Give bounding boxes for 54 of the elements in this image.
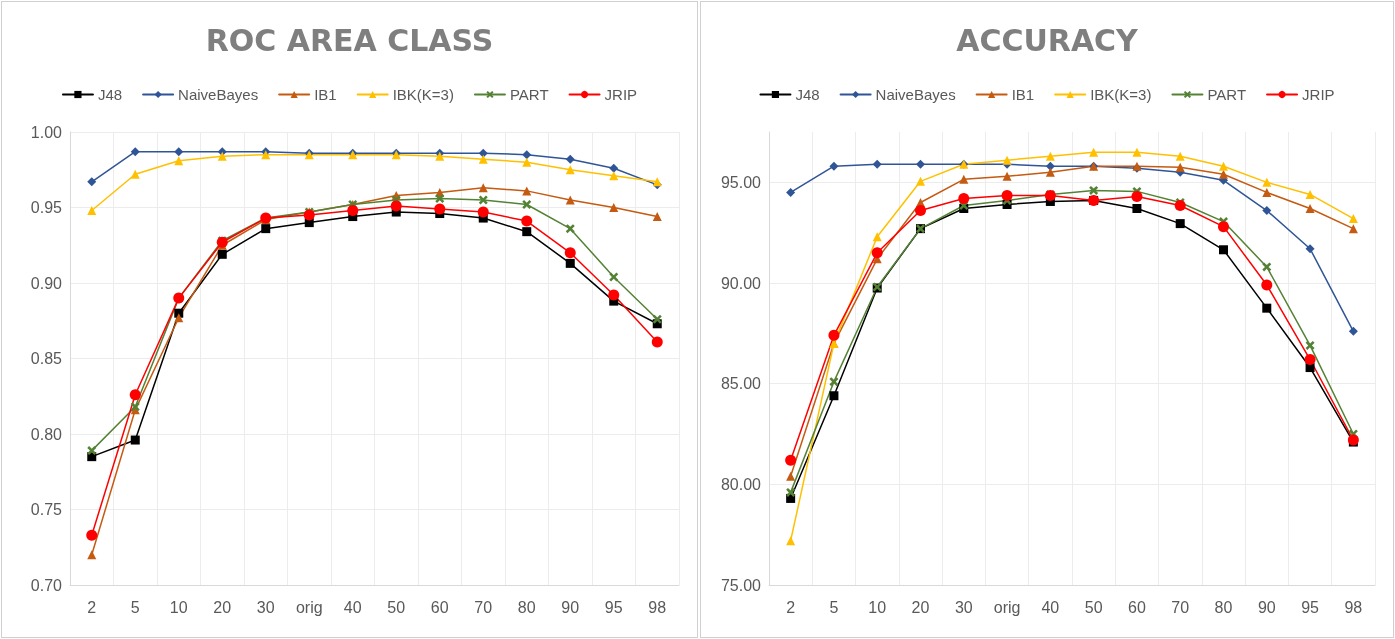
x-tick-label: 50 xyxy=(387,598,406,616)
x-tick-label: 90 xyxy=(561,598,580,616)
legend-label: PART xyxy=(1207,86,1247,103)
x-tick-label: 2 xyxy=(786,598,796,616)
y-tick-label: 0.80 xyxy=(30,425,63,443)
x-tick-label: 2 xyxy=(87,598,97,616)
x-tick-label: 20 xyxy=(213,598,232,616)
x-tick-label: 20 xyxy=(911,598,930,616)
x-tick-label: 98 xyxy=(648,598,667,616)
x-tick-label: 5 xyxy=(130,598,140,616)
y-tick-label: 75.00 xyxy=(720,576,762,594)
x-tick-label: 50 xyxy=(1084,598,1103,616)
x-tick-label: orig xyxy=(295,598,323,616)
x-tick-label: 60 xyxy=(430,598,449,616)
y-tick-label: 0.90 xyxy=(30,274,63,292)
x-tick-label: 10 xyxy=(169,598,188,616)
legend-label: IB1 xyxy=(1011,86,1035,103)
x-tick-label: orig xyxy=(993,598,1021,616)
y-tick-label: 85.00 xyxy=(720,375,762,393)
y-tick-label: 90.00 xyxy=(720,274,762,292)
y-tick-label: 0.85 xyxy=(30,350,63,367)
x-tick-label: 90 xyxy=(1257,598,1276,616)
y-tick-label: 0.95 xyxy=(30,199,63,216)
legend-label: NaiveBayes xyxy=(875,86,956,103)
x-tick-label: 80 xyxy=(517,598,536,616)
y-tick-label: 1.00 xyxy=(30,123,63,141)
x-tick-label: 98 xyxy=(1344,598,1363,616)
legend-label: J48 xyxy=(795,86,820,103)
y-tick-label: 95.00 xyxy=(720,173,762,191)
x-tick-label: 40 xyxy=(1041,598,1060,616)
x-tick-label: 95 xyxy=(604,598,623,616)
legend-label: IBK(K=3) xyxy=(1090,86,1152,103)
y-tick-label: 80.00 xyxy=(720,475,762,493)
x-tick-label: 70 xyxy=(474,598,493,616)
x-tick-label: 95 xyxy=(1301,598,1320,616)
legend-label: J48 xyxy=(97,86,123,103)
x-tick-label: 10 xyxy=(868,598,887,616)
x-tick-label: 80 xyxy=(1214,598,1233,616)
x-tick-label: 5 xyxy=(829,598,839,616)
legend-label: JRIP xyxy=(1302,86,1335,103)
chart-title: ACCURACY xyxy=(956,22,1140,58)
legend-label: IBK(K=3) xyxy=(392,86,454,103)
legend-label: PART xyxy=(509,86,549,103)
x-tick-label: 30 xyxy=(256,598,275,616)
legend-label: IB1 xyxy=(314,86,337,103)
y-tick-label: 0.70 xyxy=(30,576,63,594)
x-tick-label: 40 xyxy=(343,598,362,616)
legend-label: JRIP xyxy=(604,86,638,103)
x-tick-label: 60 xyxy=(1128,598,1146,616)
chart-title: ROC AREA CLASS xyxy=(205,22,494,58)
legend-label: NaiveBayes xyxy=(178,86,259,103)
y-tick-label: 0.75 xyxy=(30,501,63,518)
x-tick-label: 70 xyxy=(1171,598,1190,616)
x-tick-label: 30 xyxy=(954,598,973,616)
